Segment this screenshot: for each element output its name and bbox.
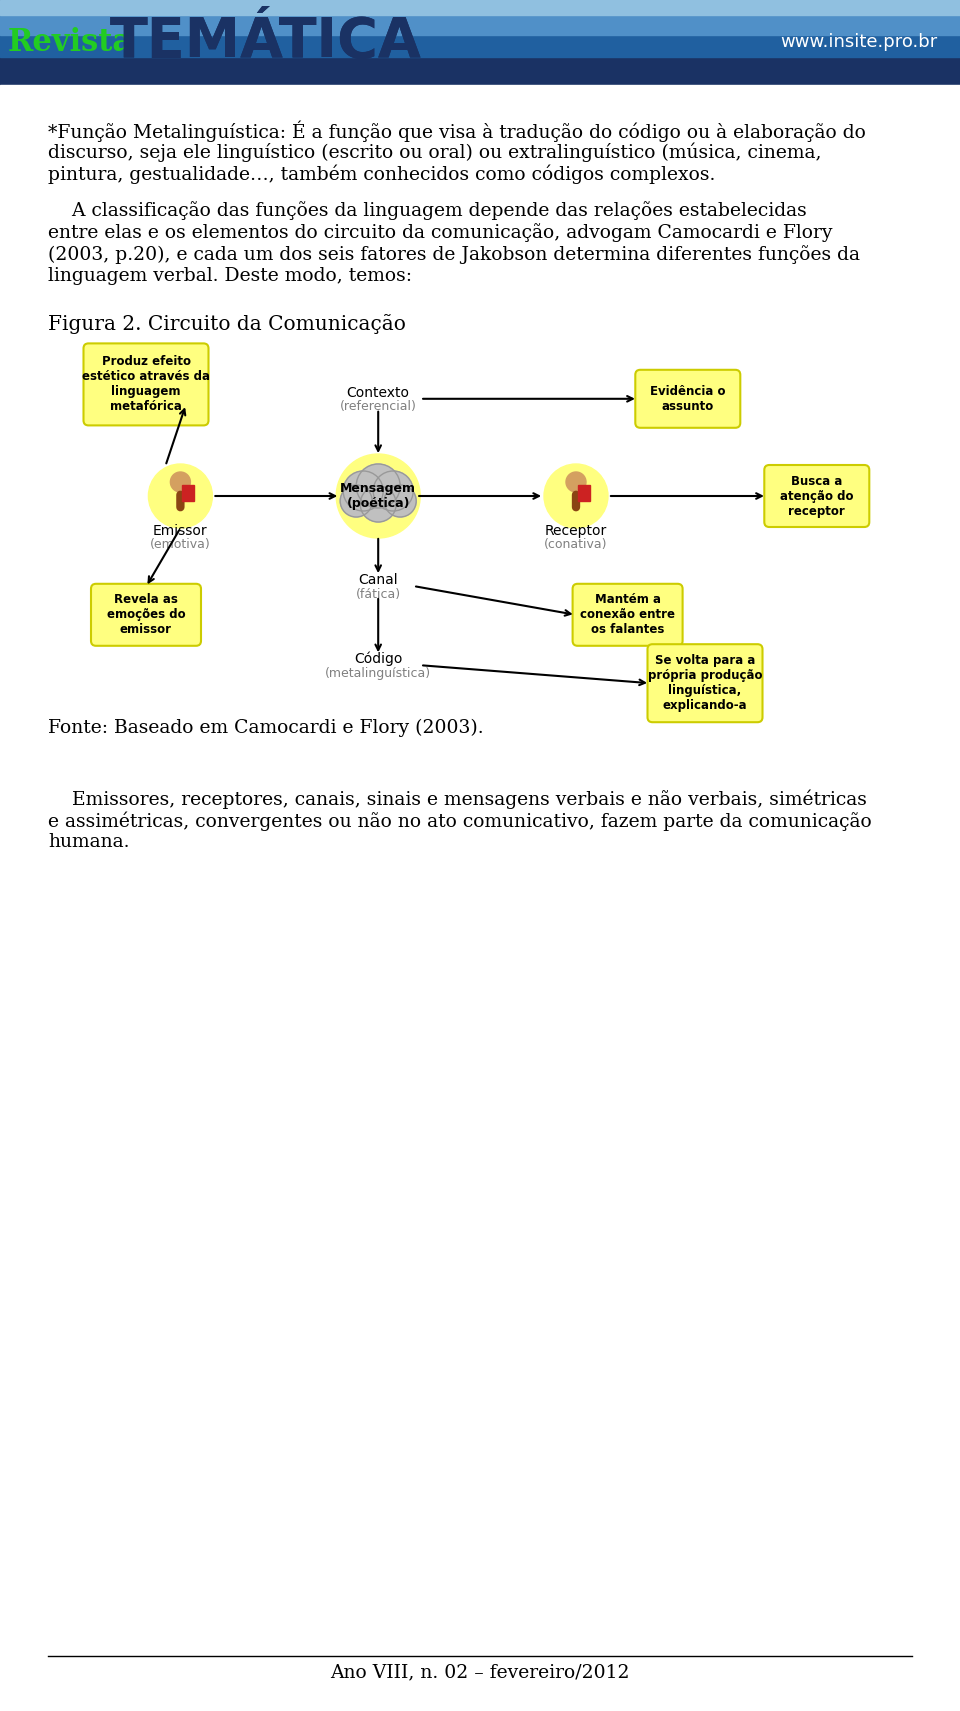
Text: (emotiva): (emotiva): [150, 537, 211, 551]
Text: pintura, gestualidade…, também conhecidos como códigos complexos.: pintura, gestualidade…, também conhecido…: [48, 164, 715, 183]
Text: Evidência o
assunto: Evidência o assunto: [650, 385, 726, 412]
Text: (metalinguística): (metalinguística): [325, 667, 431, 679]
Bar: [0, 34, 960, 56]
Text: Emissores, receptores, canais, sinais e mensagens verbais e não verbais, simétri: Emissores, receptores, canais, sinais e …: [48, 789, 867, 809]
Text: (2003, p.20), e cada um dos seis fatores de Jakobson determina diferentes funçõe: (2003, p.20), e cada um dos seis fatores…: [48, 245, 860, 263]
Text: *Função Metalinguística: É a função que visa à tradução do código ou à elaboraçã: *Função Metalinguística: É a função que …: [48, 120, 866, 142]
FancyBboxPatch shape: [91, 583, 201, 645]
Circle shape: [373, 471, 413, 512]
Text: entre elas e os elementos do circuito da comunicação, advogam Camocardi e Flory: entre elas e os elementos do circuito da…: [48, 222, 832, 241]
Text: Código: Código: [354, 652, 402, 667]
Bar: [0, 56, 960, 86]
Text: humana.: humana.: [48, 833, 130, 850]
Text: Busca a
atenção do
receptor: Busca a atenção do receptor: [780, 474, 853, 517]
Text: (conativa): (conativa): [544, 537, 608, 551]
Circle shape: [566, 472, 586, 493]
Text: Canal: Canal: [358, 573, 398, 587]
Text: linguagem verbal. Deste modo, temos:: linguagem verbal. Deste modo, temos:: [48, 267, 412, 286]
Circle shape: [360, 486, 396, 522]
Circle shape: [384, 484, 417, 517]
Text: Fonte: Baseado em Camocardi e Flory (2003).: Fonte: Baseado em Camocardi e Flory (200…: [48, 719, 484, 737]
Circle shape: [149, 464, 212, 529]
Circle shape: [356, 464, 400, 508]
Circle shape: [344, 471, 383, 512]
Text: (referencial): (referencial): [340, 400, 417, 414]
Text: Se volta para a
própria produção
linguística,
explicando-a: Se volta para a própria produção linguís…: [648, 654, 762, 712]
Text: www.insite.pro.br: www.insite.pro.br: [780, 33, 937, 51]
Bar: [182, 484, 194, 501]
Bar: [0, 86, 960, 96]
Circle shape: [336, 453, 420, 537]
Bar: [0, 0, 960, 86]
Circle shape: [171, 472, 190, 493]
FancyBboxPatch shape: [636, 370, 740, 428]
Text: Emissor: Emissor: [153, 524, 207, 537]
FancyBboxPatch shape: [84, 344, 208, 426]
Text: Contexto: Contexto: [347, 385, 410, 400]
Bar: [578, 484, 590, 501]
FancyBboxPatch shape: [764, 465, 870, 527]
FancyBboxPatch shape: [647, 645, 762, 722]
Text: discurso, seja ele linguístico (escrito ou oral) ou extralinguístico (música, ci: discurso, seja ele linguístico (escrito …: [48, 142, 822, 161]
Bar: [0, 0, 960, 15]
Text: Produz efeito
estético através da
linguagem
metafórica: Produz efeito estético através da lingua…: [82, 356, 210, 414]
FancyBboxPatch shape: [572, 583, 683, 645]
Text: Mensagem
(poética): Mensagem (poética): [340, 483, 417, 510]
Circle shape: [544, 464, 608, 529]
Text: (fática): (fática): [355, 587, 400, 601]
Text: TEMÁTICA: TEMÁTICA: [110, 15, 421, 68]
Text: Receptor: Receptor: [545, 524, 607, 537]
Text: Revista: Revista: [8, 26, 133, 58]
Text: Ano VIII, n. 02 – fevereiro/2012: Ano VIII, n. 02 – fevereiro/2012: [330, 1663, 630, 1680]
Text: TEMÁTICA: TEMÁTICA: [110, 15, 421, 68]
Text: e assimétricas, convergentes ou não no ato comunicativo, fazem parte da comunica: e assimétricas, convergentes ou não no a…: [48, 811, 872, 830]
Circle shape: [340, 484, 372, 517]
Text: Mantém a
conexão entre
os falantes: Mantém a conexão entre os falantes: [580, 594, 675, 636]
Text: Revela as
emoções do
emissor: Revela as emoções do emissor: [107, 594, 185, 636]
Text: Figura 2. Circuito da Comunicação: Figura 2. Circuito da Comunicação: [48, 315, 406, 334]
Bar: [0, 15, 960, 34]
Text: A classificação das funções da linguagem depende das relações estabelecidas: A classificação das funções da linguagem…: [48, 200, 806, 221]
